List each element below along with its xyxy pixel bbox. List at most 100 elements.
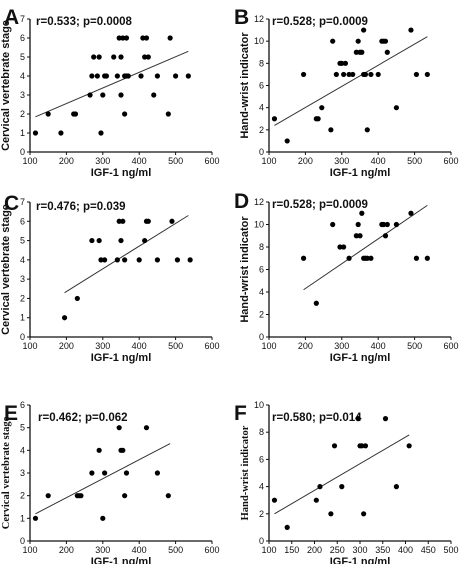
y-tick-label: 12	[254, 14, 264, 24]
x-tick-label: 300	[352, 545, 367, 555]
data-point	[408, 27, 414, 33]
data-point	[384, 221, 390, 228]
x-tick-label: 500	[168, 156, 183, 166]
y-tick-label: 10	[254, 36, 264, 46]
data-point	[91, 54, 97, 60]
data-point	[118, 54, 124, 60]
x-tick-label: 500	[407, 341, 422, 351]
data-point	[145, 218, 151, 224]
data-point	[368, 71, 374, 78]
data-point	[96, 54, 102, 60]
data-point	[384, 49, 390, 55]
x-tick-label: 500	[168, 545, 183, 555]
y-tick-label: 4	[20, 255, 25, 265]
data-point	[100, 515, 106, 521]
y-tick-label: 2	[259, 509, 264, 519]
data-point	[424, 255, 430, 261]
x-tick-label: 300	[95, 545, 110, 555]
y-tick-label: 0	[259, 332, 264, 342]
x-tick-label: 200	[307, 545, 322, 555]
data-point	[393, 221, 399, 228]
data-point	[300, 255, 307, 261]
x-tick-label: 100	[261, 341, 276, 351]
data-point	[138, 73, 144, 79]
data-point	[142, 237, 148, 244]
x-tick-label: 350	[375, 545, 390, 555]
data-point	[408, 210, 414, 216]
data-point	[284, 138, 290, 144]
y-tick-label: 4	[259, 482, 264, 492]
data-point	[353, 49, 359, 55]
x-tick-label: 200	[59, 545, 74, 555]
data-point	[100, 92, 106, 98]
data-point	[271, 116, 278, 122]
data-point	[328, 511, 334, 517]
x-tick-label: 300	[95, 156, 110, 166]
x-tick-label: 200	[59, 341, 74, 351]
y-tick-label: 2	[259, 125, 264, 135]
data-point	[359, 49, 365, 55]
data-point	[114, 257, 120, 263]
data-point	[120, 218, 126, 224]
y-tick-label: 3	[20, 468, 25, 478]
y-tick-label: 6	[259, 454, 264, 464]
y-tick-label: 4	[20, 445, 25, 455]
x-tick-label: 600	[204, 341, 219, 351]
data-point	[359, 443, 365, 449]
x-tick-label: 500	[168, 341, 183, 351]
panel-letter: E	[4, 402, 18, 425]
data-point	[315, 116, 321, 122]
regression-line	[35, 443, 171, 515]
y-tick-label: 12	[254, 197, 264, 207]
data-point	[300, 71, 307, 78]
y-tick-label: 7	[20, 197, 25, 207]
data-point	[346, 71, 352, 78]
x-tick-label: 100	[22, 156, 37, 166]
data-point	[317, 484, 323, 490]
correlation-stat: r=0.476; p=0.039	[36, 201, 126, 213]
correlation-stat: r=0.533; p=0.0008	[36, 16, 133, 28]
y-tick-label: 8	[259, 242, 264, 252]
regression-line	[35, 50, 189, 118]
data-point	[355, 416, 361, 422]
data-point	[58, 130, 64, 136]
data-point	[120, 35, 126, 41]
y-axis-label: Hand-wrist indicator	[240, 425, 251, 520]
x-axis-label: IGF-1 ng/ml	[91, 556, 152, 564]
x-tick-label: 150	[284, 545, 299, 555]
data-point	[89, 470, 95, 476]
x-tick-label: 400	[371, 156, 386, 166]
data-point	[339, 484, 345, 490]
x-tick-label: 100	[261, 156, 276, 166]
y-tick-label: 3	[20, 90, 25, 100]
data-point	[116, 35, 122, 41]
x-tick-label: 300	[334, 341, 349, 351]
x-tick-label: 450	[421, 545, 436, 555]
x-axis-label: IGF-1 ng/ml	[91, 167, 152, 179]
y-axis-label: Cervical vertebrate stage	[0, 204, 12, 335]
x-tick-label: 100	[261, 545, 276, 555]
correlation-stat: r=0.580; p=0.014	[272, 412, 362, 424]
data-point	[382, 416, 389, 422]
data-point	[111, 54, 117, 60]
data-point	[154, 257, 160, 263]
data-point	[118, 237, 124, 244]
y-tick-label: 10	[254, 220, 264, 230]
data-point	[123, 470, 130, 476]
y-tick-label: 6	[259, 265, 264, 275]
panel-letter: B	[234, 6, 249, 29]
x-tick-label: 100	[22, 341, 37, 351]
x-tick-label: 500	[407, 156, 422, 166]
x-axis-label: IGF-1 ng/ml	[330, 352, 391, 364]
data-point	[102, 470, 108, 476]
data-point	[72, 111, 79, 117]
data-point	[167, 35, 173, 41]
data-point	[337, 244, 343, 250]
y-tick-label: 5	[20, 236, 25, 246]
y-tick-label: 1	[20, 513, 25, 523]
y-axis-label: Hand-wrist indicator	[239, 216, 251, 323]
y-tick-label: 6	[20, 216, 25, 226]
